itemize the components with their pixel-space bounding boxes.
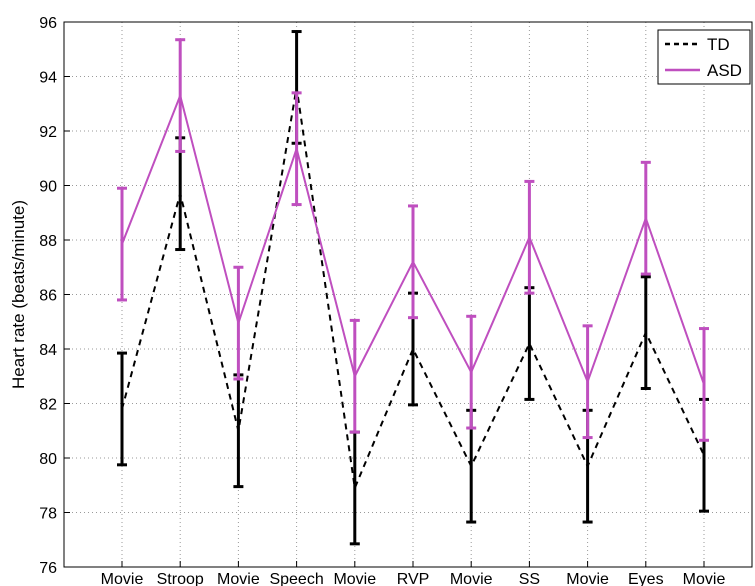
x-tick-label: Stroop: [157, 571, 204, 586]
x-tick-label: Movie: [566, 571, 609, 586]
legend-td-label: TD: [707, 35, 730, 54]
x-tick-label: Speech: [269, 571, 323, 586]
y-tick-label: 92: [39, 124, 57, 141]
y-tick-label: 76: [39, 560, 57, 577]
x-tick-label: Movie: [450, 571, 493, 586]
x-tick-label: Movie: [333, 571, 376, 586]
y-tick-label: 78: [39, 506, 57, 523]
x-tick-label: Movie: [683, 571, 726, 586]
x-tick-label: RVP: [397, 571, 430, 586]
x-tick-label: Eyes: [628, 571, 664, 586]
x-axis-ticks: Movie Stroop Movie Speech Movie RVP Movie SS Mov…: [101, 561, 726, 586]
x-tick-label: Movie: [217, 571, 260, 586]
legend-asd-label: ASD: [707, 61, 742, 80]
legend: TD ASD: [657, 29, 751, 85]
y-axis-title: Heart rate (beats/minute): [9, 200, 28, 389]
y-tick-label: 94: [39, 70, 57, 87]
series-layer: [117, 30, 709, 546]
y-tick-label: 96: [39, 15, 57, 32]
y-tick-label: 90: [39, 179, 57, 196]
y-tick-label: 88: [39, 233, 57, 250]
series-line-td: [121, 87, 705, 492]
y-tick-label: 84: [39, 342, 57, 359]
y-axis-ticks: 76 78 80 82 84 86 88 90 92 94 96: [39, 15, 70, 577]
series-asd: [117, 38, 709, 442]
y-tick-label: 80: [39, 451, 57, 468]
y-tick-label: 82: [39, 397, 57, 414]
legend-box: [657, 29, 751, 85]
x-tick-label: SS: [519, 571, 540, 586]
y-tick-label: 86: [39, 288, 57, 305]
x-tick-label: Movie: [101, 571, 144, 586]
